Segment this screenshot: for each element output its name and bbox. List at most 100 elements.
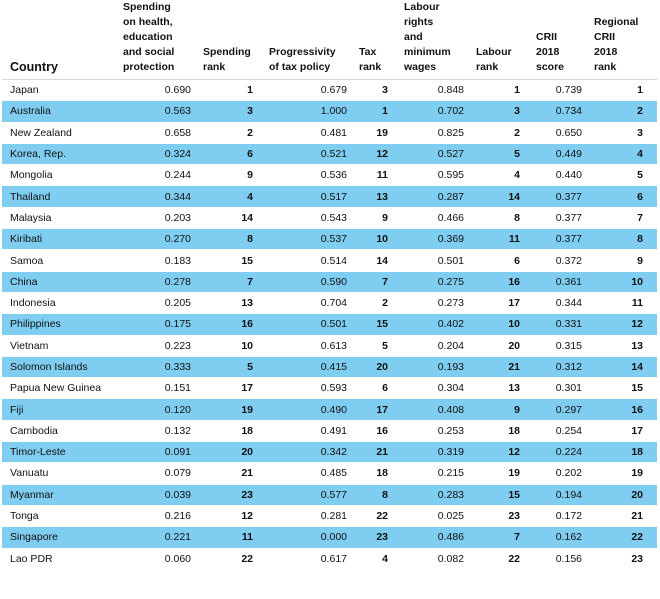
cell-tax-rank: 3 (353, 79, 398, 102)
cell-regional-rank: 18 (588, 441, 657, 464)
header-crii-score: CRII 2018 score (530, 0, 588, 80)
cell-regional-rank: 8 (588, 228, 657, 251)
cell-spending: 0.132 (117, 420, 197, 443)
cell-labour: 0.283 (398, 484, 470, 506)
cell-spending-rank: 2 (197, 122, 263, 144)
cell-labour-rank: 20 (470, 335, 530, 357)
cell-progressivity: 0.481 (263, 122, 353, 144)
cell-spending: 0.278 (117, 271, 197, 293)
table-row: New Zealand 0.658 2 0.481 19 0.825 2 0.650 3 (2, 122, 657, 144)
header-spending: Spending on health, education and social… (117, 0, 197, 80)
cell-regional-rank: 9 (588, 249, 657, 272)
cell-crii-score: 0.331 (530, 313, 588, 336)
cell-progressivity: 0.485 (263, 462, 353, 485)
cell-spending: 0.324 (117, 143, 197, 166)
cell-spending: 0.216 (117, 505, 197, 528)
cell-spending-rank: 15 (197, 249, 263, 272)
cell-tax-rank: 5 (353, 335, 398, 357)
cell-regional-rank: 23 (588, 548, 657, 570)
cell-regional-rank: 10 (588, 271, 657, 293)
cell-labour-rank: 14 (470, 185, 530, 208)
cell-labour-rank: 19 (470, 462, 530, 485)
cell-labour: 0.025 (398, 505, 470, 528)
cell-labour-rank: 10 (470, 313, 530, 336)
cell-labour-rank: 8 (470, 207, 530, 230)
table-row: Kiribati 0.270 8 0.537 10 0.369 11 0.377 8 (2, 228, 657, 251)
cell-spending: 0.244 (117, 164, 197, 187)
header-regional-rank: Regional CRII 2018 rank (588, 0, 657, 80)
cell-spending: 0.205 (117, 292, 197, 315)
cell-spending: 0.690 (117, 79, 197, 102)
cell-spending-rank: 8 (197, 228, 263, 251)
cell-progressivity: 0.281 (263, 505, 353, 528)
table-row: Indonesia 0.205 13 0.704 2 0.273 17 0.344 11 (2, 292, 657, 315)
cell-labour-rank: 7 (470, 526, 530, 549)
table-row: Vietnam 0.223 10 0.613 5 0.204 20 0.315 13 (2, 335, 657, 357)
cell-labour-rank: 11 (470, 228, 530, 251)
cell-regional-rank: 3 (588, 122, 657, 144)
cell-crii-score: 0.224 (530, 441, 588, 464)
cell-spending-rank: 19 (197, 398, 263, 421)
cell-progressivity: 1.000 (263, 100, 353, 123)
cell-spending-rank: 4 (197, 185, 263, 208)
cell-country: Australia (2, 100, 117, 123)
table-row: Thailand 0.344 4 0.517 13 0.287 14 0.377 6 (2, 185, 657, 208)
cell-labour: 0.204 (398, 335, 470, 357)
cell-regional-rank: 4 (588, 143, 657, 166)
cell-country: Myanmar (2, 484, 117, 506)
table-row: Samoa 0.183 15 0.514 14 0.501 6 0.372 9 (2, 249, 657, 272)
cell-spending: 0.151 (117, 377, 197, 400)
cell-labour-rank: 13 (470, 377, 530, 400)
cell-tax-rank: 4 (353, 548, 398, 570)
cell-spending: 0.183 (117, 249, 197, 272)
cell-crii-score: 0.162 (530, 526, 588, 549)
cell-progressivity: 0.679 (263, 79, 353, 102)
cell-spending: 0.039 (117, 484, 197, 506)
cell-labour-rank: 21 (470, 356, 530, 379)
cell-labour-rank: 18 (470, 420, 530, 443)
cell-crii-score: 0.312 (530, 356, 588, 379)
cell-progressivity: 0.342 (263, 441, 353, 464)
cell-tax-rank: 18 (353, 462, 398, 485)
cell-crii-score: 0.449 (530, 143, 588, 166)
table-header: Country Spending on health, education an… (2, 0, 657, 80)
cell-labour: 0.193 (398, 356, 470, 379)
header-tax-rank: Tax rank (353, 0, 398, 80)
cell-labour: 0.215 (398, 462, 470, 485)
cell-crii-score: 0.377 (530, 207, 588, 230)
cell-regional-rank: 13 (588, 335, 657, 357)
cell-crii-score: 0.739 (530, 79, 588, 102)
cell-crii-score: 0.440 (530, 164, 588, 187)
cell-country: Philippines (2, 313, 117, 336)
cell-country: Vanuatu (2, 462, 117, 485)
cell-spending: 0.091 (117, 441, 197, 464)
cell-regional-rank: 2 (588, 100, 657, 123)
cell-spending-rank: 3 (197, 100, 263, 123)
cell-regional-rank: 14 (588, 356, 657, 379)
cell-labour: 0.273 (398, 292, 470, 315)
cell-spending: 0.563 (117, 100, 197, 123)
cell-tax-rank: 23 (353, 526, 398, 549)
cell-regional-rank: 11 (588, 292, 657, 315)
cell-spending-rank: 7 (197, 271, 263, 293)
table-row: Fiji 0.120 19 0.490 17 0.408 9 0.297 16 (2, 398, 657, 421)
cell-spending: 0.175 (117, 313, 197, 336)
cell-crii-score: 0.344 (530, 292, 588, 315)
cell-tax-rank: 10 (353, 228, 398, 251)
cell-country: Malaysia (2, 207, 117, 230)
cell-progressivity: 0.501 (263, 313, 353, 336)
cell-spending: 0.223 (117, 335, 197, 357)
cell-regional-rank: 20 (588, 484, 657, 506)
cell-regional-rank: 5 (588, 164, 657, 187)
cell-labour-rank: 2 (470, 122, 530, 144)
table-row: China 0.278 7 0.590 7 0.275 16 0.361 10 (2, 271, 657, 293)
table-row: Philippines 0.175 16 0.501 15 0.402 10 0.331 12 (2, 313, 657, 336)
cell-crii-score: 0.315 (530, 335, 588, 357)
cell-labour: 0.275 (398, 271, 470, 293)
crii-ranking-table: Country Spending on health, education an… (2, 0, 657, 570)
cell-spending-rank: 11 (197, 526, 263, 549)
header-labour-rank: Labour rank (470, 0, 530, 80)
cell-labour: 0.848 (398, 79, 470, 102)
table-row: Papua New Guinea 0.151 17 0.593 6 0.304 13 0.30… (2, 377, 657, 400)
cell-regional-rank: 16 (588, 398, 657, 421)
